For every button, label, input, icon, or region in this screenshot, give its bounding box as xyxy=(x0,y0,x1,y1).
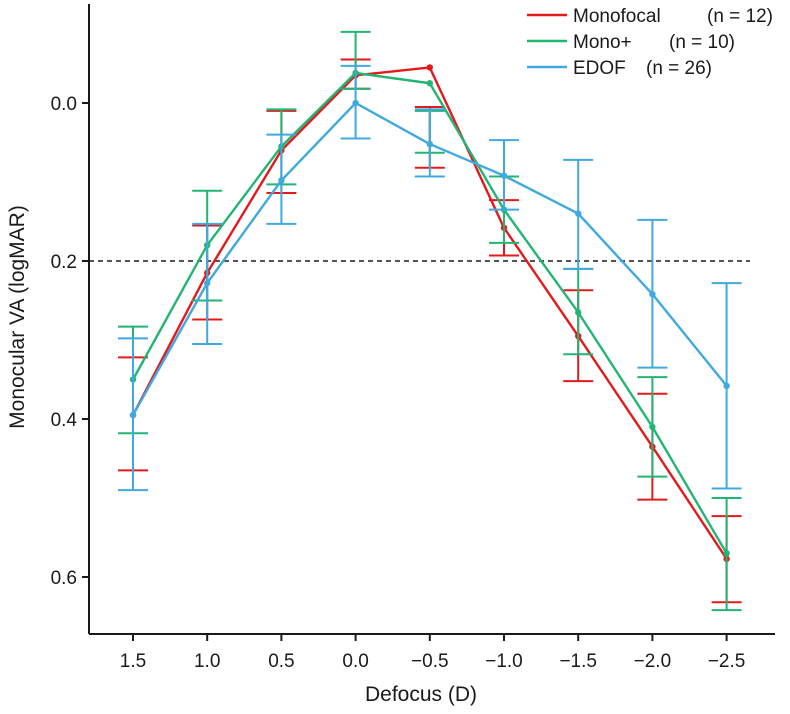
x-tick-label: 0.5 xyxy=(268,651,294,672)
x-tick-label: −0.5 xyxy=(411,651,449,672)
data-point xyxy=(426,64,433,71)
data-point xyxy=(352,99,359,107)
data-point xyxy=(723,382,730,390)
x-tick-label: −2.0 xyxy=(634,651,672,672)
legend-n-label: (n = 10) xyxy=(669,32,735,53)
y-tick-label: 0.0 xyxy=(51,94,77,115)
legend-label: EDOF xyxy=(573,58,626,79)
series-edof xyxy=(118,64,742,492)
data-point xyxy=(649,423,656,431)
legend: Monofocal (n = 12) Mono+ (n = 10) EDOF (n = 2… xyxy=(527,6,773,79)
data-point xyxy=(575,309,582,316)
legend-label: Monofocal xyxy=(573,6,661,27)
data-point xyxy=(426,140,433,148)
plot-area xyxy=(89,30,750,612)
axes: 0.0 0.2 0.4 0.6 1.5 1.0 0.5 0.0 −0.5 −1.0 −1.5 −2.0… xyxy=(51,4,775,672)
data-point xyxy=(129,411,137,419)
data-point xyxy=(575,210,582,217)
legend-n-label: (n = 12) xyxy=(707,6,773,27)
x-tick-label: −1.5 xyxy=(559,651,597,672)
data-point xyxy=(649,290,656,298)
x-tick-label: −2.5 xyxy=(708,651,746,672)
x-axis-title: Defocus (D) xyxy=(365,683,477,706)
data-point xyxy=(204,279,211,287)
x-tick-label: 0.0 xyxy=(342,651,368,672)
data-point xyxy=(723,550,730,557)
data-point xyxy=(500,172,508,179)
y-tick-label: 0.2 xyxy=(51,252,77,273)
x-tick-label: 1.5 xyxy=(120,651,146,672)
x-tick-label: 1.0 xyxy=(194,651,220,672)
data-point xyxy=(426,80,433,87)
y-axis-title: Monocular VA (logMAR) xyxy=(6,205,29,429)
data-point xyxy=(278,177,285,184)
legend-n-label: (n = 26) xyxy=(646,58,712,79)
x-tick-label: −1.0 xyxy=(485,651,523,672)
legend-label: Mono+ xyxy=(573,32,632,53)
y-tick-label: 0.4 xyxy=(51,410,78,431)
y-tick-label: 0.6 xyxy=(51,568,77,589)
